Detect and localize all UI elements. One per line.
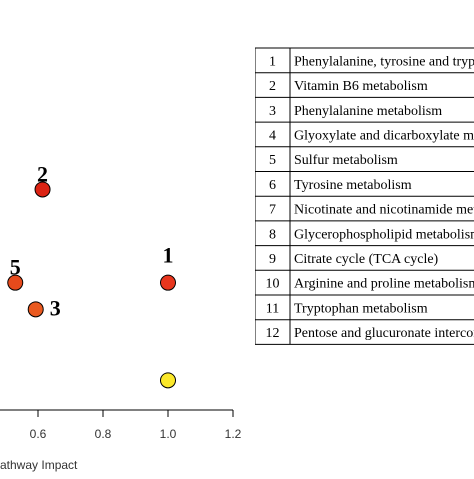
point-label: 2	[37, 161, 48, 186]
table-row-number: 5	[269, 153, 276, 168]
x-tick-label: 0.8	[95, 427, 112, 441]
table-row-pathway: Tyrosine metabolism	[294, 178, 412, 193]
x-tick-label: 0.6	[30, 427, 47, 441]
x-tick-label: 1.0	[160, 427, 177, 441]
data-points	[7, 181, 176, 389]
x-axis: 0.6 0.8 1.0 1.2 Pathway Impact	[0, 409, 242, 472]
table-row-pathway: Phenylalanine, tyrosine and tryptophan b…	[294, 54, 474, 69]
table-row-pathway: Vitamin B6 metabolism	[294, 79, 428, 94]
table-row-number: 2	[269, 79, 276, 94]
point-labels: 1 2 3 5	[10, 161, 174, 320]
table-row-number: 3	[269, 104, 276, 119]
table-row-pathway: Nicotinate and nicotinamide metabolism	[294, 203, 474, 218]
data-point	[34, 181, 51, 198]
table-row-pathway: Tryptophan metabolism	[294, 301, 428, 316]
table-row-pathway: Pentose and glucuronate interconversions	[294, 326, 474, 341]
table-row-pathway: Arginine and proline metabolism	[294, 277, 474, 292]
point-label: 1	[163, 243, 174, 268]
table-row-number: 7	[269, 203, 276, 218]
point-label: 3	[50, 295, 61, 320]
data-point	[27, 301, 44, 318]
x-axis-title: Pathway Impact	[0, 458, 78, 472]
data-point	[7, 274, 24, 291]
table-row-number: 10	[266, 277, 280, 292]
table-row-number: 8	[269, 227, 276, 242]
table-row-pathway: Phenylalanine metabolism	[294, 104, 442, 119]
data-point	[160, 372, 176, 389]
x-tick-label: 1.2	[225, 427, 242, 441]
table-row-number: 11	[266, 301, 279, 316]
table-row-number: 12	[266, 326, 280, 341]
table-row-pathway: Sulfur metabolism	[294, 153, 398, 168]
table-row-pathway: Glyoxylate and dicarboxylate metabolism	[294, 128, 474, 143]
table-row-number: 4	[269, 128, 276, 143]
table-row-pathway: Citrate cycle (TCA cycle)	[294, 252, 439, 267]
table-row-number: 6	[269, 178, 276, 193]
point-label: 5	[10, 255, 21, 280]
table-row-number: 1	[269, 54, 276, 69]
table-row-number: 9	[269, 252, 276, 267]
pathway-table: 1 Phenylalanine, tyrosine and tryptophan …	[255, 47, 474, 345]
data-point	[160, 274, 176, 291]
table-row-pathway: Glycerophospholipid metabolism	[294, 227, 474, 242]
